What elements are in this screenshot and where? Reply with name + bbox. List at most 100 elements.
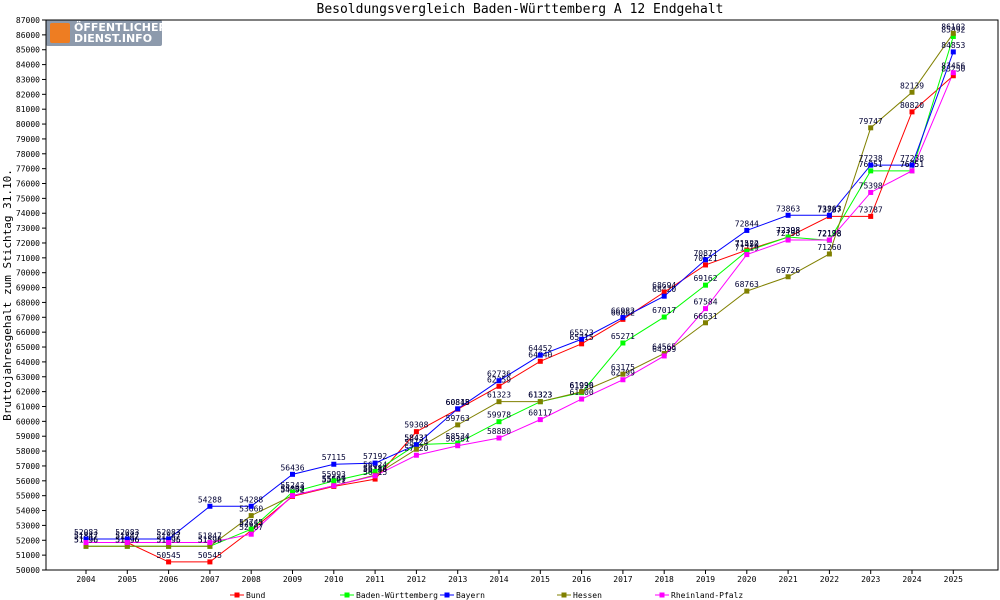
site-logo[interactable]: ÖFFENTLICHER DIENST.INFO [46,20,167,46]
data-label-rheinland-pfalz: 58361 [446,435,470,444]
x-tick-label: 2009 [283,575,302,584]
data-point-bund [909,109,915,115]
x-tick-label: 2016 [572,575,591,584]
data-label-bayern: 66982 [611,307,635,316]
y-tick-label: 81000 [16,105,40,114]
data-points [83,30,956,565]
y-tick-label: 53000 [16,521,40,530]
data-label-baden-w-rttemberg: 58534 [446,432,470,441]
data-point-hessen [785,274,791,280]
legend-label-hessen: Hessen [573,591,602,600]
data-point-bund [207,559,213,565]
data-point-hessen [124,543,130,549]
data-label-bund: 73787 [817,205,841,214]
logo-mark-icon [50,23,70,43]
data-label-baden-w-rttemberg: 72398 [776,226,800,235]
data-label-rheinland-pfalz: 60117 [528,409,552,418]
data-point-rheinland-pfalz [331,483,337,489]
data-point-baden-w-rttemberg [703,282,708,288]
data-point-bund [166,559,172,565]
data-point-bayern [950,49,956,55]
y-tick-label: 59000 [16,432,40,441]
data-point-hessen [207,543,213,549]
data-point-bayern [744,227,750,233]
data-label-baden-w-rttemberg: 67017 [652,306,676,315]
data-point-baden-w-rttemberg [950,33,956,39]
data-label-bund: 71522 [735,239,759,248]
data-label-bayern: 73863 [817,204,841,213]
series-lines [86,33,954,563]
data-label-bund: 72398 [776,226,800,235]
data-label-bayern: 70871 [693,249,717,258]
data-point-rheinland-pfalz [248,531,254,537]
x-tick-label: 2007 [200,575,219,584]
legend-label-rheinland-pfalz: Rheinland-Pfalz [671,591,743,600]
legend-marker-bund [234,592,240,598]
data-point-hessen [950,30,956,36]
data-point-bund [537,358,543,364]
data-label-hessen: 56384 [363,464,387,473]
data-point-bayern [579,336,585,342]
data-point-baden-w-rttemberg [620,340,626,346]
data-point-bayern [703,257,708,263]
data-point-bayern [661,293,667,299]
x-tick-label: 2023 [861,575,880,584]
data-point-rheinland-pfalz [909,168,915,174]
x-tick-label: 2015 [531,575,550,584]
data-point-baden-w-rttemberg [661,314,667,320]
x-tick-label: 2020 [737,575,756,584]
data-point-bayern [331,461,337,467]
data-point-bayern [496,378,502,384]
y-axis-label: Bruttojahresgehalt zum Stichtag 31.10. [1,169,14,421]
data-label-bayern: 57192 [363,452,387,461]
data-point-hessen [868,125,874,131]
y-tick-label: 55000 [16,492,40,501]
data-point-bayern [372,460,378,466]
y-tick-label: 56000 [16,477,40,486]
data-point-bayern [826,212,832,218]
data-point-bayern [248,503,254,509]
data-point-rheinland-pfalz [496,435,502,441]
x-axis: 2004 2005 2006 2007 2008 2009 2010 2011 2012 2013… [76,570,963,584]
data-label-bayern: 57115 [322,453,346,462]
y-tick-label: 85000 [16,46,40,55]
data-label-hessen: 51596 [198,535,222,544]
y-tick-label: 83000 [16,75,40,84]
y-tick-label: 51000 [16,551,40,560]
x-tick-label: 2006 [159,575,178,584]
data-label-rheinland-pfalz: 72198 [776,229,800,238]
data-point-rheinland-pfalz [413,452,419,458]
data-label-hessen: 61323 [487,391,511,400]
data-label-bayern: 77238 [859,154,883,163]
data-label-hessen: 55003 [280,485,304,494]
data-point-baden-w-rttemberg [248,526,254,532]
series-line-bayern [86,51,954,540]
data-point-hessen [166,543,172,549]
legend-marker-hessen [561,592,567,598]
data-point-baden-w-rttemberg [290,489,295,495]
data-label-rheinland-pfalz: 58880 [487,427,511,436]
data-label-bund: 59308 [404,421,428,430]
y-tick-label: 87000 [16,16,40,25]
data-label-baden-w-rttemberg: 69162 [693,274,717,283]
x-tick-label: 2014 [489,575,508,584]
data-label-bayern: 65523 [570,328,594,337]
data-label-hessen: 69726 [776,266,800,275]
data-point-bayern [868,162,874,168]
data-point-hessen [248,513,254,519]
data-point-hessen [83,543,89,549]
data-label-bund: 80820 [900,101,924,110]
data-point-rheinland-pfalz [290,493,295,499]
data-point-rheinland-pfalz [537,417,543,423]
y-tick-label: 82000 [16,90,40,99]
series-line-hessen [86,33,954,547]
data-point-bund [413,429,419,435]
y-tick-label: 63000 [16,373,40,382]
data-label-bayern: 54288 [239,495,263,504]
x-tick-label: 2017 [613,575,632,584]
x-tick-label: 2011 [365,575,384,584]
data-point-rheinland-pfalz [166,540,172,546]
x-tick-label: 2013 [448,575,467,584]
y-tick-label: 50000 [16,566,40,575]
data-label-baden-w-rttemberg: 58431 [404,434,428,443]
